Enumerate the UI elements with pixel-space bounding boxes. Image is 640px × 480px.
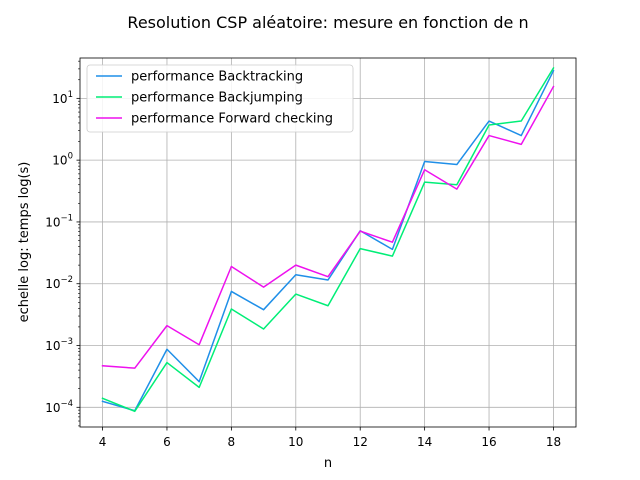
series-lines bbox=[101, 66, 555, 413]
x-tick-label: 6 bbox=[163, 435, 171, 449]
x-tick-label: 4 bbox=[99, 435, 107, 449]
y-tick-label: 101 bbox=[52, 90, 73, 106]
y-tick-label: 100 bbox=[52, 152, 73, 168]
x-axis-label: n bbox=[324, 456, 332, 471]
x-tick-label: 16 bbox=[481, 435, 496, 449]
x-tick-label: 12 bbox=[353, 435, 368, 449]
legend-box bbox=[86, 64, 354, 133]
series-line-2 bbox=[101, 66, 555, 413]
y-tick-label: 10−4 bbox=[45, 399, 73, 415]
plot-frame bbox=[79, 57, 577, 428]
y-axis-label: echelle log: temps log(s) bbox=[17, 162, 32, 323]
y-tick-label: 10−2 bbox=[45, 275, 73, 291]
series-line-3 bbox=[101, 85, 555, 369]
x-tick-label: 10 bbox=[288, 435, 303, 449]
x-axis-ticks: 4 6 8 10 12 14 16 18 bbox=[99, 427, 561, 449]
legend-label-3: performance Forward checking bbox=[131, 112, 333, 127]
x-tick-label: 8 bbox=[228, 435, 236, 449]
y-tick-label: 10−1 bbox=[45, 213, 73, 229]
legend-label-1: performance Backtracking bbox=[131, 70, 303, 85]
series-line-1 bbox=[101, 69, 555, 412]
legend: performance Backtracking performance Back… bbox=[86, 64, 354, 133]
y-tick-label: 10−3 bbox=[45, 337, 73, 353]
y-axis-ticks: 10−4 10−3 10−2 10−1 100 101 bbox=[45, 60, 80, 427]
legend-entries: performance Backtracking performance Back… bbox=[96, 70, 333, 127]
chart-title: Resolution CSP aléatoire: mesure en fonc… bbox=[127, 13, 528, 32]
legend-label-2: performance Backjumping bbox=[131, 91, 303, 106]
x-tick-label: 18 bbox=[546, 435, 561, 449]
x-tick-label: 14 bbox=[417, 435, 432, 449]
